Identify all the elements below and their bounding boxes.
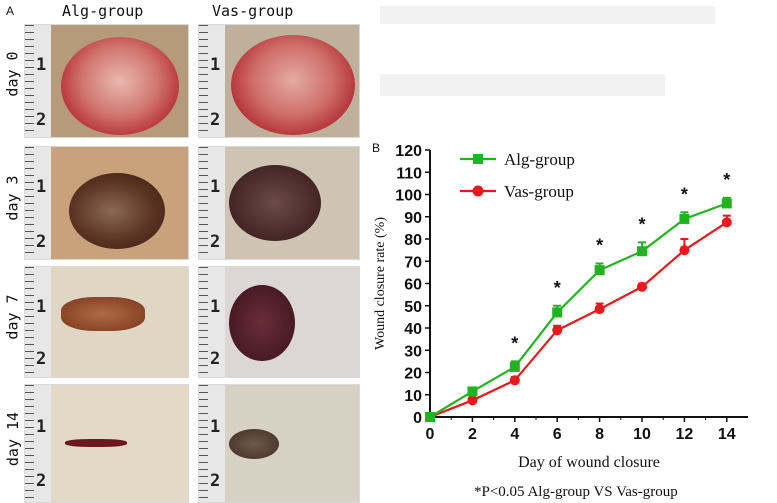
row-label-day-0: day 0 bbox=[3, 51, 22, 97]
row-label-day-3: day 3 bbox=[3, 175, 22, 221]
y-tick-label: 60 bbox=[404, 277, 422, 294]
significance-star: * bbox=[511, 333, 518, 353]
series-line-alg bbox=[429, 202, 728, 418]
legend: Alg-group Vas-group bbox=[460, 150, 575, 201]
x-tick-label: 14 bbox=[718, 426, 736, 443]
significance-star: * bbox=[596, 235, 603, 255]
y-tick-label: 0 bbox=[413, 410, 422, 427]
significance-star: * bbox=[723, 170, 730, 190]
y-tick-label: 50 bbox=[404, 299, 422, 316]
legend-marker-vas bbox=[472, 185, 484, 197]
faint-background-box bbox=[380, 74, 665, 96]
significance-footnote: *P<0.05 Alg-group VS Vas-group bbox=[474, 484, 678, 500]
y-axis-label: Wound closure rate (%) bbox=[373, 217, 388, 350]
data-point-alg bbox=[721, 198, 732, 209]
column-title-vas: Vas-group bbox=[212, 2, 294, 20]
panel-a-letter: A bbox=[6, 4, 15, 18]
legend-marker-alg bbox=[473, 154, 483, 164]
y-tick-label: 20 bbox=[404, 366, 422, 383]
y-tick-label: 30 bbox=[404, 343, 422, 360]
data-point-alg bbox=[679, 213, 690, 224]
y-tick-label: 90 bbox=[404, 210, 422, 227]
axes: 0 10 20 30 40 50 60 70 80 90 100 110 120 0 2 4 6 8 10 12 14 bbox=[395, 143, 748, 443]
wound-closure-chart: B Wound closure rate (%) Day of wound cl… bbox=[372, 141, 748, 500]
data-point-vas bbox=[552, 325, 563, 336]
data-point-vas bbox=[637, 281, 647, 292]
y-tick-label: 70 bbox=[404, 254, 422, 271]
data-point-vas bbox=[594, 304, 605, 315]
y-tick-label: 100 bbox=[395, 188, 422, 205]
y-tick-label: 40 bbox=[404, 321, 422, 338]
legend-label: Alg-group bbox=[504, 150, 575, 169]
x-tick-label: 4 bbox=[510, 426, 519, 443]
x-tick-label: 2 bbox=[468, 426, 477, 443]
panel-b-letter: B bbox=[372, 141, 380, 155]
x-axis-label: Day of wound closure bbox=[518, 454, 660, 471]
series-layer bbox=[425, 196, 732, 422]
significance-star: * bbox=[554, 278, 561, 298]
y-tick-label: 110 bbox=[396, 165, 422, 182]
series-line-vas bbox=[429, 221, 728, 419]
data-point-vas bbox=[509, 375, 520, 386]
significance-star: * bbox=[638, 214, 645, 234]
column-title-alg: Alg-group bbox=[62, 2, 144, 20]
data-point-alg bbox=[594, 265, 605, 276]
legend-label: Vas-group bbox=[504, 182, 574, 201]
data-point-alg bbox=[425, 412, 435, 422]
y-tick-label: 10 bbox=[404, 388, 422, 405]
significance-markers: * * * * * * bbox=[511, 170, 730, 354]
row-label-day-7: day 7 bbox=[3, 294, 22, 340]
row-label-day-14: day 14 bbox=[4, 411, 23, 467]
x-tick-label: 10 bbox=[633, 426, 651, 443]
data-point-alg bbox=[467, 386, 478, 397]
data-point-alg bbox=[552, 307, 563, 318]
faint-background-box bbox=[380, 6, 715, 24]
x-tick-label: 0 bbox=[426, 426, 435, 443]
significance-star: * bbox=[681, 184, 688, 204]
data-point-alg bbox=[509, 361, 520, 372]
y-tick-label: 120 bbox=[395, 143, 422, 160]
data-point-vas bbox=[721, 217, 732, 228]
data-point-vas bbox=[679, 245, 690, 256]
x-tick-label: 12 bbox=[676, 426, 694, 443]
data-point-alg bbox=[637, 246, 647, 257]
y-tick-label: 80 bbox=[404, 232, 422, 249]
x-tick-label: 6 bbox=[553, 426, 562, 443]
data-point-vas bbox=[467, 395, 478, 406]
x-tick-label: 8 bbox=[595, 426, 604, 443]
